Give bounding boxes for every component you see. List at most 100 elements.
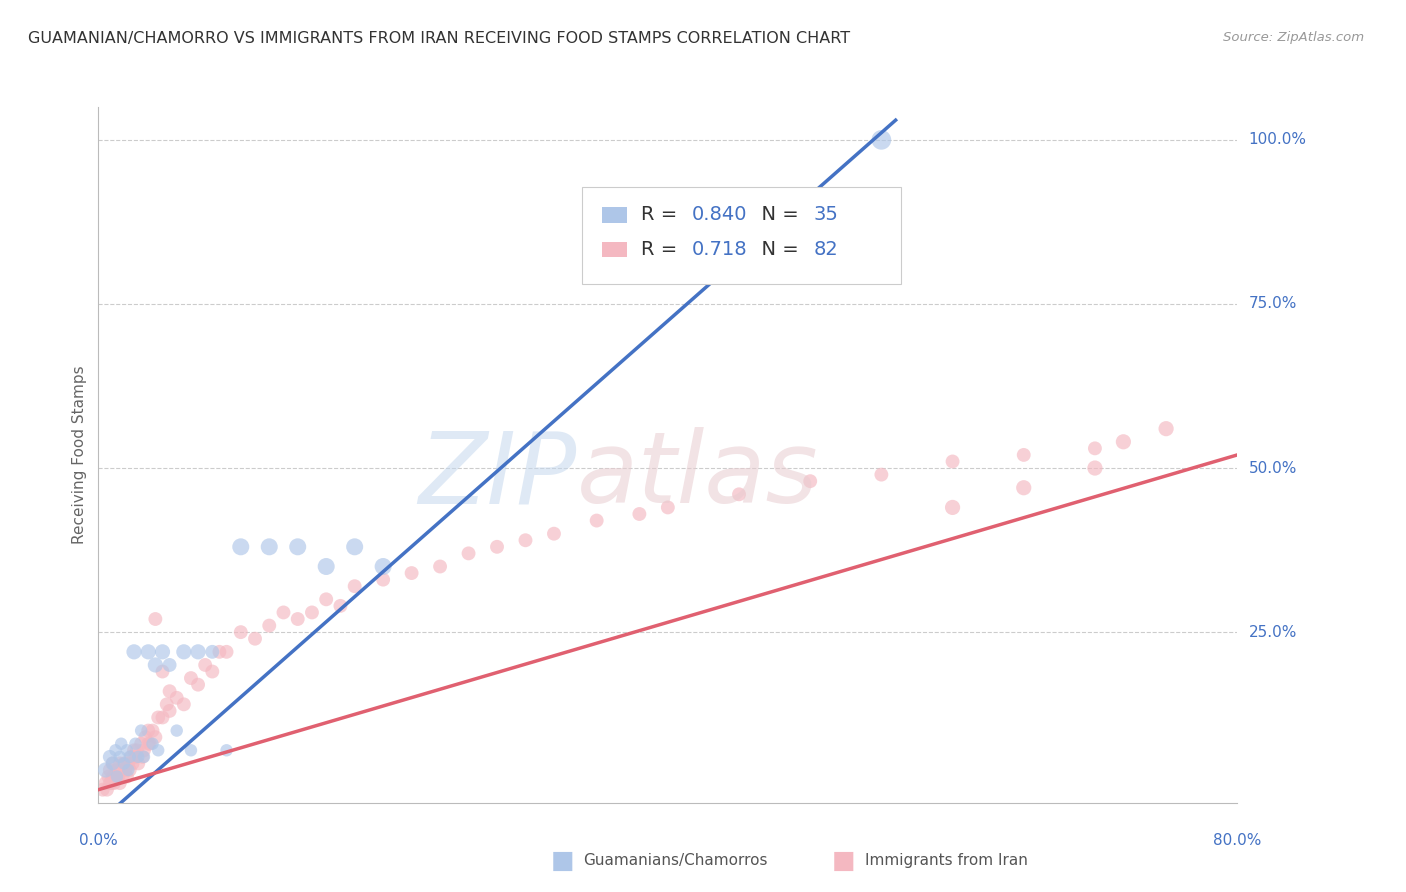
Text: 82: 82 <box>814 240 838 260</box>
Point <box>159 684 181 698</box>
Point <box>134 730 156 744</box>
Point <box>108 756 131 771</box>
Point <box>120 749 142 764</box>
Point <box>152 710 174 724</box>
Text: 50.0%: 50.0% <box>1249 460 1296 475</box>
Point <box>870 467 893 482</box>
Text: 35: 35 <box>814 205 838 225</box>
Point <box>229 540 252 554</box>
Point <box>215 645 238 659</box>
Point <box>166 723 188 738</box>
Point <box>118 749 141 764</box>
Point <box>118 763 141 777</box>
Point <box>108 776 131 790</box>
Point <box>156 698 179 712</box>
Text: ZIP: ZIP <box>419 427 576 524</box>
Point <box>201 645 224 659</box>
Text: GUAMANIAN/CHAMORRO VS IMMIGRANTS FROM IRAN RECEIVING FOOD STAMPS CORRELATION CHA: GUAMANIAN/CHAMORRO VS IMMIGRANTS FROM IR… <box>28 31 851 46</box>
Point <box>136 737 159 751</box>
Point <box>585 514 607 528</box>
Point <box>273 606 295 620</box>
Text: Guamanians/Chamorros: Guamanians/Chamorros <box>583 854 768 868</box>
Point <box>942 500 965 515</box>
Point <box>187 678 209 692</box>
Text: 75.0%: 75.0% <box>1249 296 1296 311</box>
Point <box>129 723 152 738</box>
Point <box>229 625 252 640</box>
Point <box>486 540 509 554</box>
Point <box>728 487 751 501</box>
Point <box>111 770 134 784</box>
Point <box>329 599 352 613</box>
Y-axis label: Receiving Food Stamps: Receiving Food Stamps <box>72 366 87 544</box>
Text: 100.0%: 100.0% <box>1249 132 1306 147</box>
Point <box>148 710 170 724</box>
Point <box>243 632 266 646</box>
Point <box>159 657 181 672</box>
Point <box>127 756 149 771</box>
Point <box>105 763 128 777</box>
Point <box>98 776 121 790</box>
Point <box>141 737 163 751</box>
Text: R =: R = <box>641 205 683 225</box>
Point <box>98 763 121 777</box>
Point <box>136 723 159 738</box>
Point <box>107 770 129 784</box>
Point <box>108 749 131 764</box>
Text: 0.840: 0.840 <box>692 205 747 225</box>
Point <box>94 776 117 790</box>
Point <box>145 612 167 626</box>
Point <box>287 612 309 626</box>
Point <box>94 763 117 777</box>
Point <box>138 737 160 751</box>
Point <box>152 665 174 679</box>
Point <box>131 749 153 764</box>
Point <box>628 507 651 521</box>
Point <box>117 763 139 777</box>
Point <box>145 730 167 744</box>
Point <box>657 500 679 515</box>
Point <box>101 770 124 784</box>
Point <box>1154 422 1177 436</box>
Point <box>101 756 124 771</box>
Point <box>115 743 138 757</box>
Text: atlas: atlas <box>576 427 818 524</box>
Point <box>1112 434 1135 449</box>
Text: ■: ■ <box>551 849 574 872</box>
Point <box>124 737 146 751</box>
Point <box>122 743 145 757</box>
Point <box>543 526 565 541</box>
Point <box>122 645 145 659</box>
Point <box>96 782 118 797</box>
Point <box>287 540 309 554</box>
Point <box>343 579 366 593</box>
Text: N =: N = <box>749 205 804 225</box>
Point <box>194 657 217 672</box>
Point <box>132 749 155 764</box>
Point <box>98 749 121 764</box>
Point <box>112 756 135 771</box>
Point <box>942 454 965 468</box>
Point <box>148 743 170 757</box>
Point <box>373 559 395 574</box>
Point <box>104 770 127 784</box>
Text: 0.0%: 0.0% <box>79 833 118 848</box>
Point <box>115 770 138 784</box>
Point <box>173 698 195 712</box>
FancyBboxPatch shape <box>602 207 627 222</box>
Point <box>201 665 224 679</box>
Point <box>799 474 821 488</box>
Point <box>101 756 124 771</box>
Point <box>124 749 146 764</box>
Point <box>91 782 114 797</box>
Point <box>208 645 231 659</box>
Point <box>315 559 337 574</box>
Point <box>127 749 149 764</box>
Point <box>401 566 423 580</box>
Point <box>1012 481 1035 495</box>
Point <box>180 743 202 757</box>
Point <box>104 743 127 757</box>
Point <box>315 592 337 607</box>
Text: 25.0%: 25.0% <box>1249 624 1296 640</box>
Text: 0.718: 0.718 <box>692 240 748 260</box>
